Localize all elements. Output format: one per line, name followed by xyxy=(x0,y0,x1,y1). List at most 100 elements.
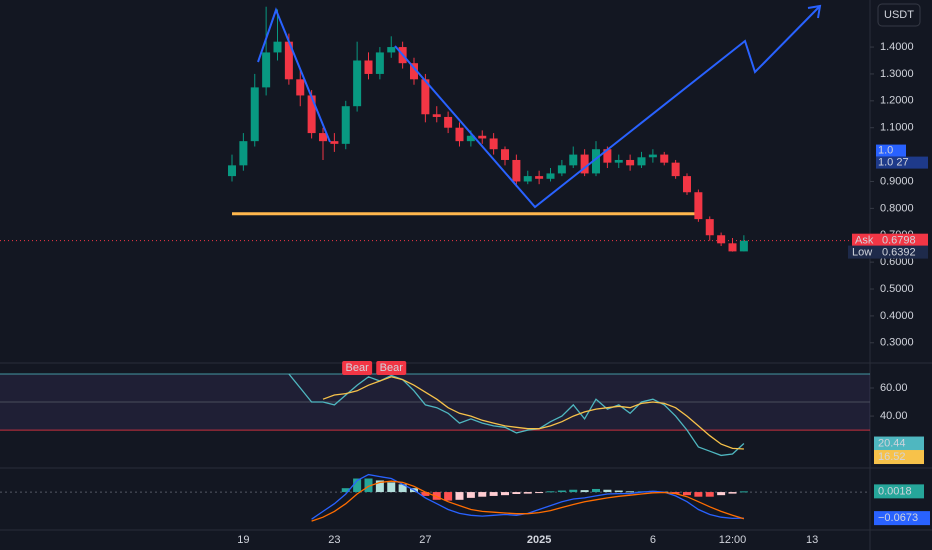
candle-body xyxy=(569,154,578,166)
currency-button[interactable] xyxy=(877,3,921,27)
pattern-drawing xyxy=(394,5,821,209)
annotation: Bear xyxy=(380,362,404,374)
histogram-bar xyxy=(592,488,600,493)
candle-body xyxy=(671,162,680,177)
candle-body xyxy=(603,149,612,163)
histogram-bar xyxy=(739,491,748,493)
candle-body xyxy=(694,192,703,220)
low-label-box xyxy=(848,245,928,259)
candle-body xyxy=(557,165,566,174)
x-tick-label: 12:00 xyxy=(719,534,747,546)
y-tick-label: 1.3000 xyxy=(880,68,914,80)
candle-body xyxy=(262,52,271,88)
x-tick-label: 27 xyxy=(419,534,431,546)
histogram-bar xyxy=(364,478,373,493)
y-tick-label: 1.4000 xyxy=(880,41,914,53)
candle-body xyxy=(432,114,441,117)
histogram-bar xyxy=(421,492,430,496)
candle-body xyxy=(375,52,384,74)
annotation-box xyxy=(376,361,407,375)
histogram-bar xyxy=(501,492,509,496)
histogram-bar xyxy=(444,492,453,501)
ask-price: 0.6798 xyxy=(882,235,916,247)
x-tick-label: 6 xyxy=(650,534,656,546)
candle-body xyxy=(660,154,669,163)
histogram-bar xyxy=(478,492,487,497)
candle-body xyxy=(501,149,509,160)
histogram-bar xyxy=(717,492,726,496)
macd-line xyxy=(311,480,745,522)
candle-body xyxy=(739,240,748,252)
candle-body xyxy=(444,116,453,128)
y-tick-label: 1.1000 xyxy=(880,122,914,134)
histogram-bar xyxy=(455,492,464,500)
histogram-bar xyxy=(580,490,589,493)
arrow-head xyxy=(807,4,822,19)
value-label-box xyxy=(874,436,924,451)
candle-body xyxy=(410,63,418,80)
candle-body xyxy=(284,41,293,80)
plot: 1.40001.30001.20001.10000.90000.80000.70… xyxy=(0,6,930,546)
price-label-box xyxy=(876,144,906,157)
candle-body xyxy=(330,141,339,144)
histogram-bar xyxy=(489,492,498,496)
candle-body xyxy=(592,149,600,174)
histogram-bar xyxy=(705,492,714,497)
candle-body xyxy=(353,60,362,107)
y-tick-label: 0.9000 xyxy=(880,175,914,187)
histogram-bar xyxy=(466,492,475,498)
y-tick-label: 1.2000 xyxy=(880,95,914,107)
currency-label[interactable]: USDT xyxy=(884,9,914,21)
pattern-drawing xyxy=(257,7,331,143)
candle-body xyxy=(273,41,282,53)
ask-label-box xyxy=(852,233,928,247)
candle-body xyxy=(478,135,487,139)
histogram-bar xyxy=(557,490,566,493)
histogram-bar xyxy=(614,490,623,493)
candle-body xyxy=(307,95,316,134)
candle-body xyxy=(580,154,589,174)
price-label: 1.0 xyxy=(878,144,893,156)
histogram-bar xyxy=(546,491,555,493)
y-tick-label: 0.5000 xyxy=(880,283,914,295)
low-label: Low xyxy=(852,247,872,259)
x-tick-label: 13 xyxy=(806,534,818,546)
value-label-box xyxy=(874,450,924,465)
histogram-bar xyxy=(523,492,532,494)
candle-body xyxy=(296,79,305,96)
y-tick-label: 0.6000 xyxy=(880,256,914,268)
candle-body xyxy=(387,47,396,53)
value-label: 16.52 xyxy=(878,451,906,463)
rsi-line xyxy=(288,373,745,457)
histogram-bar xyxy=(375,480,384,493)
y-tick-label: 60.00 xyxy=(880,382,908,394)
annotation: Bear xyxy=(346,362,370,374)
x-tick-label: 19 xyxy=(237,534,249,546)
value-label-box xyxy=(874,511,930,526)
candle-body xyxy=(239,141,248,166)
candle-body xyxy=(546,173,555,179)
candle-body xyxy=(512,159,521,182)
candle-body xyxy=(637,157,646,166)
x-tick-label: 2025 xyxy=(527,534,551,546)
candle-body xyxy=(455,127,464,142)
histogram-bar xyxy=(432,492,441,500)
histogram-bar xyxy=(387,482,396,493)
histogram-bar xyxy=(626,491,635,493)
candle-body xyxy=(421,79,430,115)
y-tick-label: 40.00 xyxy=(880,410,908,422)
value-label: −0.0673 xyxy=(878,512,918,524)
candle-body xyxy=(728,243,737,252)
histogram-bar xyxy=(569,489,578,493)
x-tick-label: 23 xyxy=(328,534,340,546)
histogram-bar xyxy=(728,492,737,494)
price-label: 1.0 27 xyxy=(878,156,909,168)
candle-body xyxy=(614,159,623,163)
histogram-bar xyxy=(341,488,350,493)
candle-body xyxy=(683,176,691,193)
histogram-bar xyxy=(683,492,691,496)
candle-body xyxy=(717,235,726,244)
